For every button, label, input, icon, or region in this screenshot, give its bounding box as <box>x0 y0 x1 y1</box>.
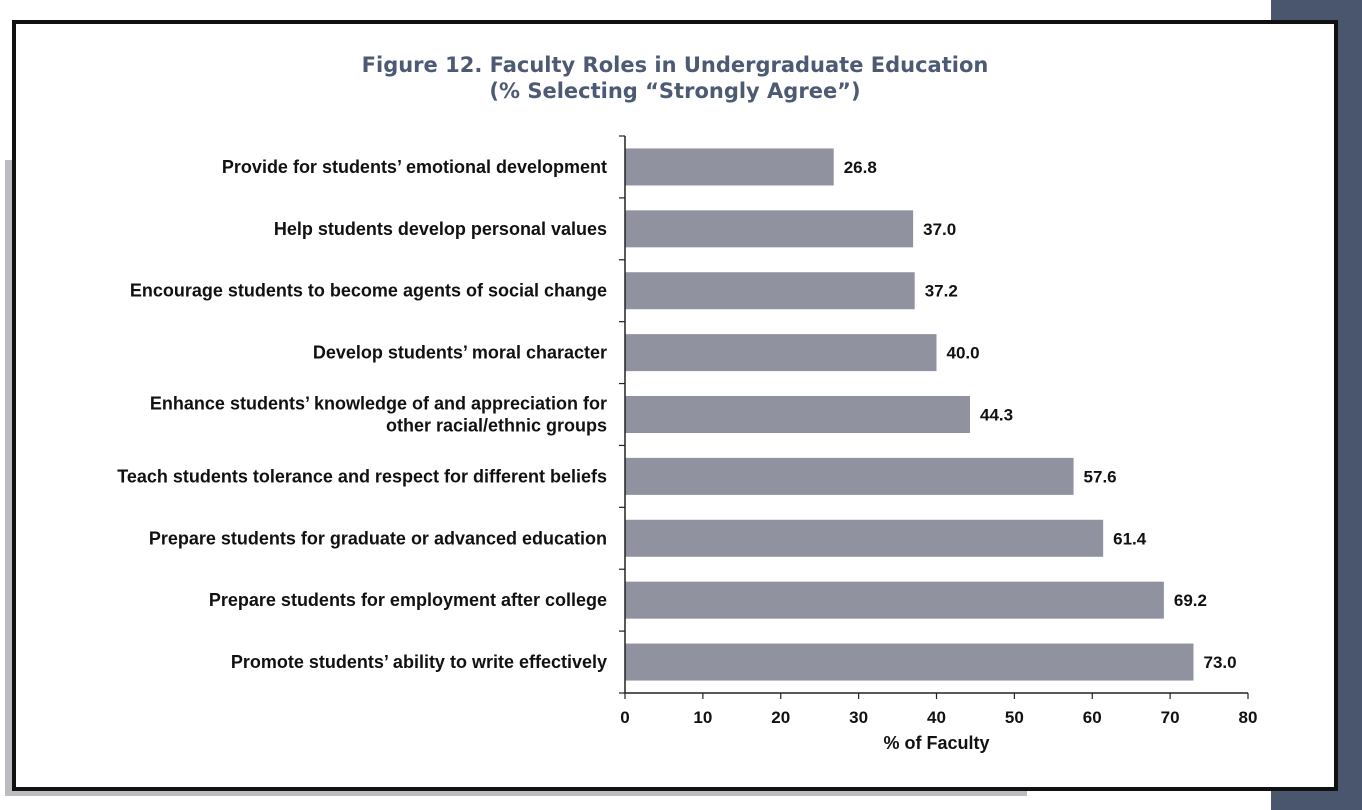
x-tick-label-0: 0 <box>620 708 629 727</box>
category-label-8: Promote students’ ability to write effec… <box>231 652 607 672</box>
value-label-3: 40.0 <box>947 344 980 363</box>
category-label-4-line-0: Enhance students’ knowledge of and appre… <box>150 394 607 414</box>
value-label-5: 57.6 <box>1084 467 1117 486</box>
chart-title: Figure 12. Faculty Roles in Undergraduat… <box>361 53 989 77</box>
chart-subtitle: (% Selecting “Strongly Agree”) <box>489 79 861 103</box>
x-tick-label-1: 10 <box>693 708 712 727</box>
bar-6 <box>625 519 1104 557</box>
category-label-1: Help students develop personal values <box>274 219 607 239</box>
frame-shadow-bottom <box>5 788 1027 796</box>
value-label-6: 61.4 <box>1113 529 1147 548</box>
category-label-6: Prepare students for graduate or advance… <box>149 528 607 548</box>
value-label-4: 44.3 <box>980 406 1013 425</box>
bar-8 <box>625 643 1194 681</box>
bar-5 <box>625 457 1074 495</box>
x-tick-label-2: 20 <box>771 708 790 727</box>
x-tick-label-5: 50 <box>1005 708 1024 727</box>
category-label-7: Prepare students for employment after co… <box>209 590 607 610</box>
category-label-3: Develop students’ moral character <box>313 343 607 363</box>
value-label-8: 73.0 <box>1203 653 1236 672</box>
bar-1 <box>625 210 914 248</box>
value-label-7: 69.2 <box>1174 591 1207 610</box>
x-tick-label-3: 30 <box>849 708 868 727</box>
bar-3 <box>625 334 937 372</box>
bar-7 <box>625 581 1164 619</box>
x-axis-title: % of Faculty <box>883 733 989 753</box>
category-label-0: Provide for students’ emotional developm… <box>222 157 607 177</box>
chart-title-block: Figure 12. Faculty Roles in Undergraduat… <box>0 52 1350 104</box>
bar-0 <box>625 148 834 186</box>
category-label-5: Teach students tolerance and respect for… <box>117 466 607 486</box>
x-tick-label-8: 80 <box>1239 708 1258 727</box>
bar-2 <box>625 272 915 310</box>
category-label-4-line-1: other racial/ethnic groups <box>386 416 607 436</box>
bar-4 <box>625 396 970 433</box>
x-tick-label-4: 40 <box>927 708 946 727</box>
value-label-0: 26.8 <box>844 158 877 177</box>
value-label-1: 37.0 <box>923 220 956 239</box>
x-tick-label-6: 60 <box>1083 708 1102 727</box>
category-label-2: Encourage students to become agents of s… <box>130 281 607 301</box>
value-label-2: 37.2 <box>925 282 958 301</box>
x-tick-label-7: 70 <box>1161 708 1180 727</box>
frame-shadow-left <box>5 160 14 796</box>
